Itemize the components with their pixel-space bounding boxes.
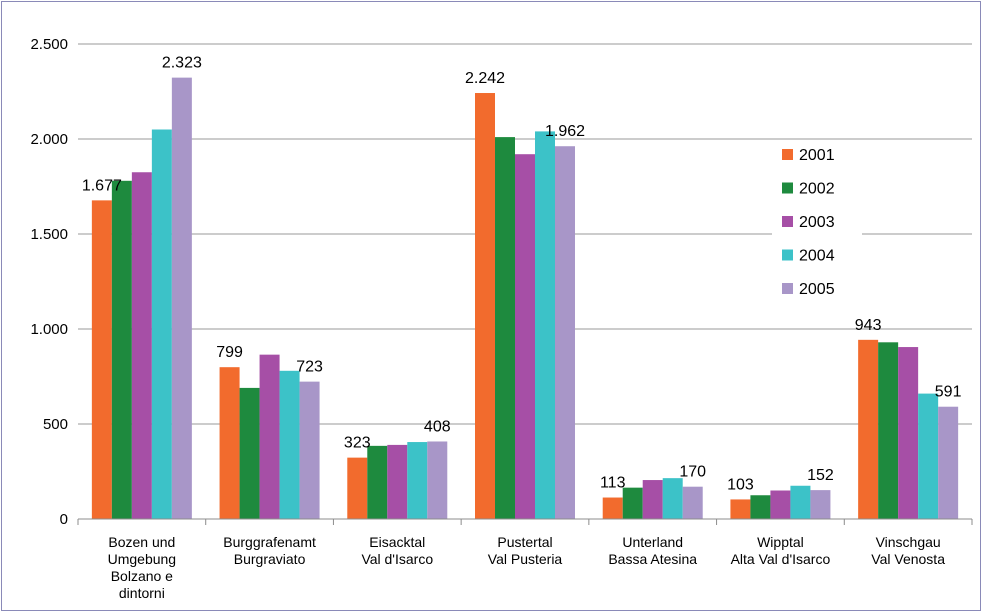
bar <box>555 146 575 519</box>
data-label: 113 <box>600 475 626 492</box>
bar <box>858 339 879 519</box>
legend-label: 2004 <box>799 248 835 265</box>
bar <box>347 457 368 519</box>
data-label: 103 <box>727 476 754 493</box>
bar <box>407 442 428 519</box>
x-category-label: Burggrafenamt Burgraviato <box>223 534 316 567</box>
bar <box>682 486 703 519</box>
data-labels: 1.677 2.323 799 723 323 408 2.242 1.962 113 170 10… <box>82 55 962 494</box>
legend-swatch <box>782 249 793 261</box>
bar <box>475 93 495 520</box>
bar <box>662 478 683 519</box>
bar <box>387 444 408 519</box>
bar <box>810 490 831 519</box>
bar <box>131 172 152 519</box>
data-label: 152 <box>807 467 834 484</box>
data-label: 1.962 <box>545 123 585 140</box>
data-label: 1.677 <box>82 177 122 194</box>
bar <box>642 480 663 519</box>
bar <box>622 487 643 519</box>
legend-swatch <box>782 182 793 194</box>
data-label: 943 <box>855 317 882 334</box>
data-label: 2.242 <box>465 70 505 87</box>
bar <box>91 200 112 519</box>
bar <box>918 393 939 519</box>
x-category-label: Pustertal Val Pusteria <box>488 534 563 567</box>
bar <box>878 342 899 519</box>
data-label: 723 <box>296 359 323 376</box>
legend-swatch <box>782 283 793 294</box>
data-label: 591 <box>935 384 962 401</box>
x-axis-category-labels: Bozen und Umgebung Bolzano e dintorni Burggr… <box>108 534 946 601</box>
bar <box>515 154 535 519</box>
x-category-label: Bozen und Umgebung Bolzano e dintorni <box>108 534 177 601</box>
y-axis-ticks: 0 500 1.000 1.500 2.000 2.500 <box>30 36 68 528</box>
legend-label: 2005 <box>799 281 835 298</box>
data-label: 170 <box>679 464 706 481</box>
y-tick-label: 2.000 <box>30 131 68 148</box>
bar <box>770 490 791 519</box>
bar <box>938 406 959 519</box>
bar <box>171 77 192 519</box>
bar <box>495 137 515 519</box>
x-category-label: Eisacktal Val d'Isarco <box>361 534 433 567</box>
y-tick-label: 500 <box>43 416 68 433</box>
bar <box>279 370 300 519</box>
bar <box>239 387 260 519</box>
y-tick-label: 0 <box>60 511 68 528</box>
bar <box>259 354 280 519</box>
x-category-label: Vinschgau Val Venosta <box>871 534 945 567</box>
legend-swatch <box>782 149 793 160</box>
legend: 2001 2002 2003 2004 2005 <box>772 147 862 313</box>
bar <box>111 180 132 520</box>
bar <box>427 441 448 519</box>
legend-label: 2002 <box>799 181 835 198</box>
gridlines <box>78 43 972 425</box>
bar <box>790 485 811 519</box>
data-label: 799 <box>216 344 243 361</box>
data-label: 2.323 <box>162 55 202 72</box>
bar <box>299 381 320 519</box>
bar <box>730 499 751 519</box>
y-tick-label: 1.500 <box>30 226 68 243</box>
bar <box>750 495 771 519</box>
data-label: 323 <box>344 435 371 452</box>
legend-label: 2001 <box>799 147 835 164</box>
bar <box>151 129 172 519</box>
x-category-label: Wipptal Alta Val d'Isarco <box>731 534 831 567</box>
bar <box>219 367 240 519</box>
bars <box>91 77 959 520</box>
x-category-label: Unterland Bassa Atesina <box>608 534 697 567</box>
bar <box>367 445 388 519</box>
y-tick-label: 2.500 <box>30 36 68 53</box>
legend-label: 2003 <box>799 214 835 231</box>
y-tick-label: 1.000 <box>30 321 68 338</box>
bar <box>535 131 555 519</box>
bar <box>898 347 919 519</box>
data-label: 408 <box>424 418 451 435</box>
legend-swatch <box>782 216 793 227</box>
x-axis <box>77 518 973 525</box>
bar <box>602 497 623 519</box>
